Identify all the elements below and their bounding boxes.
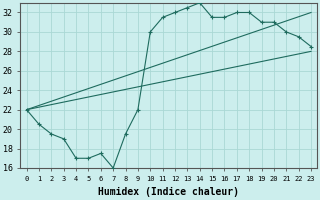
X-axis label: Humidex (Indice chaleur): Humidex (Indice chaleur) — [98, 187, 239, 197]
